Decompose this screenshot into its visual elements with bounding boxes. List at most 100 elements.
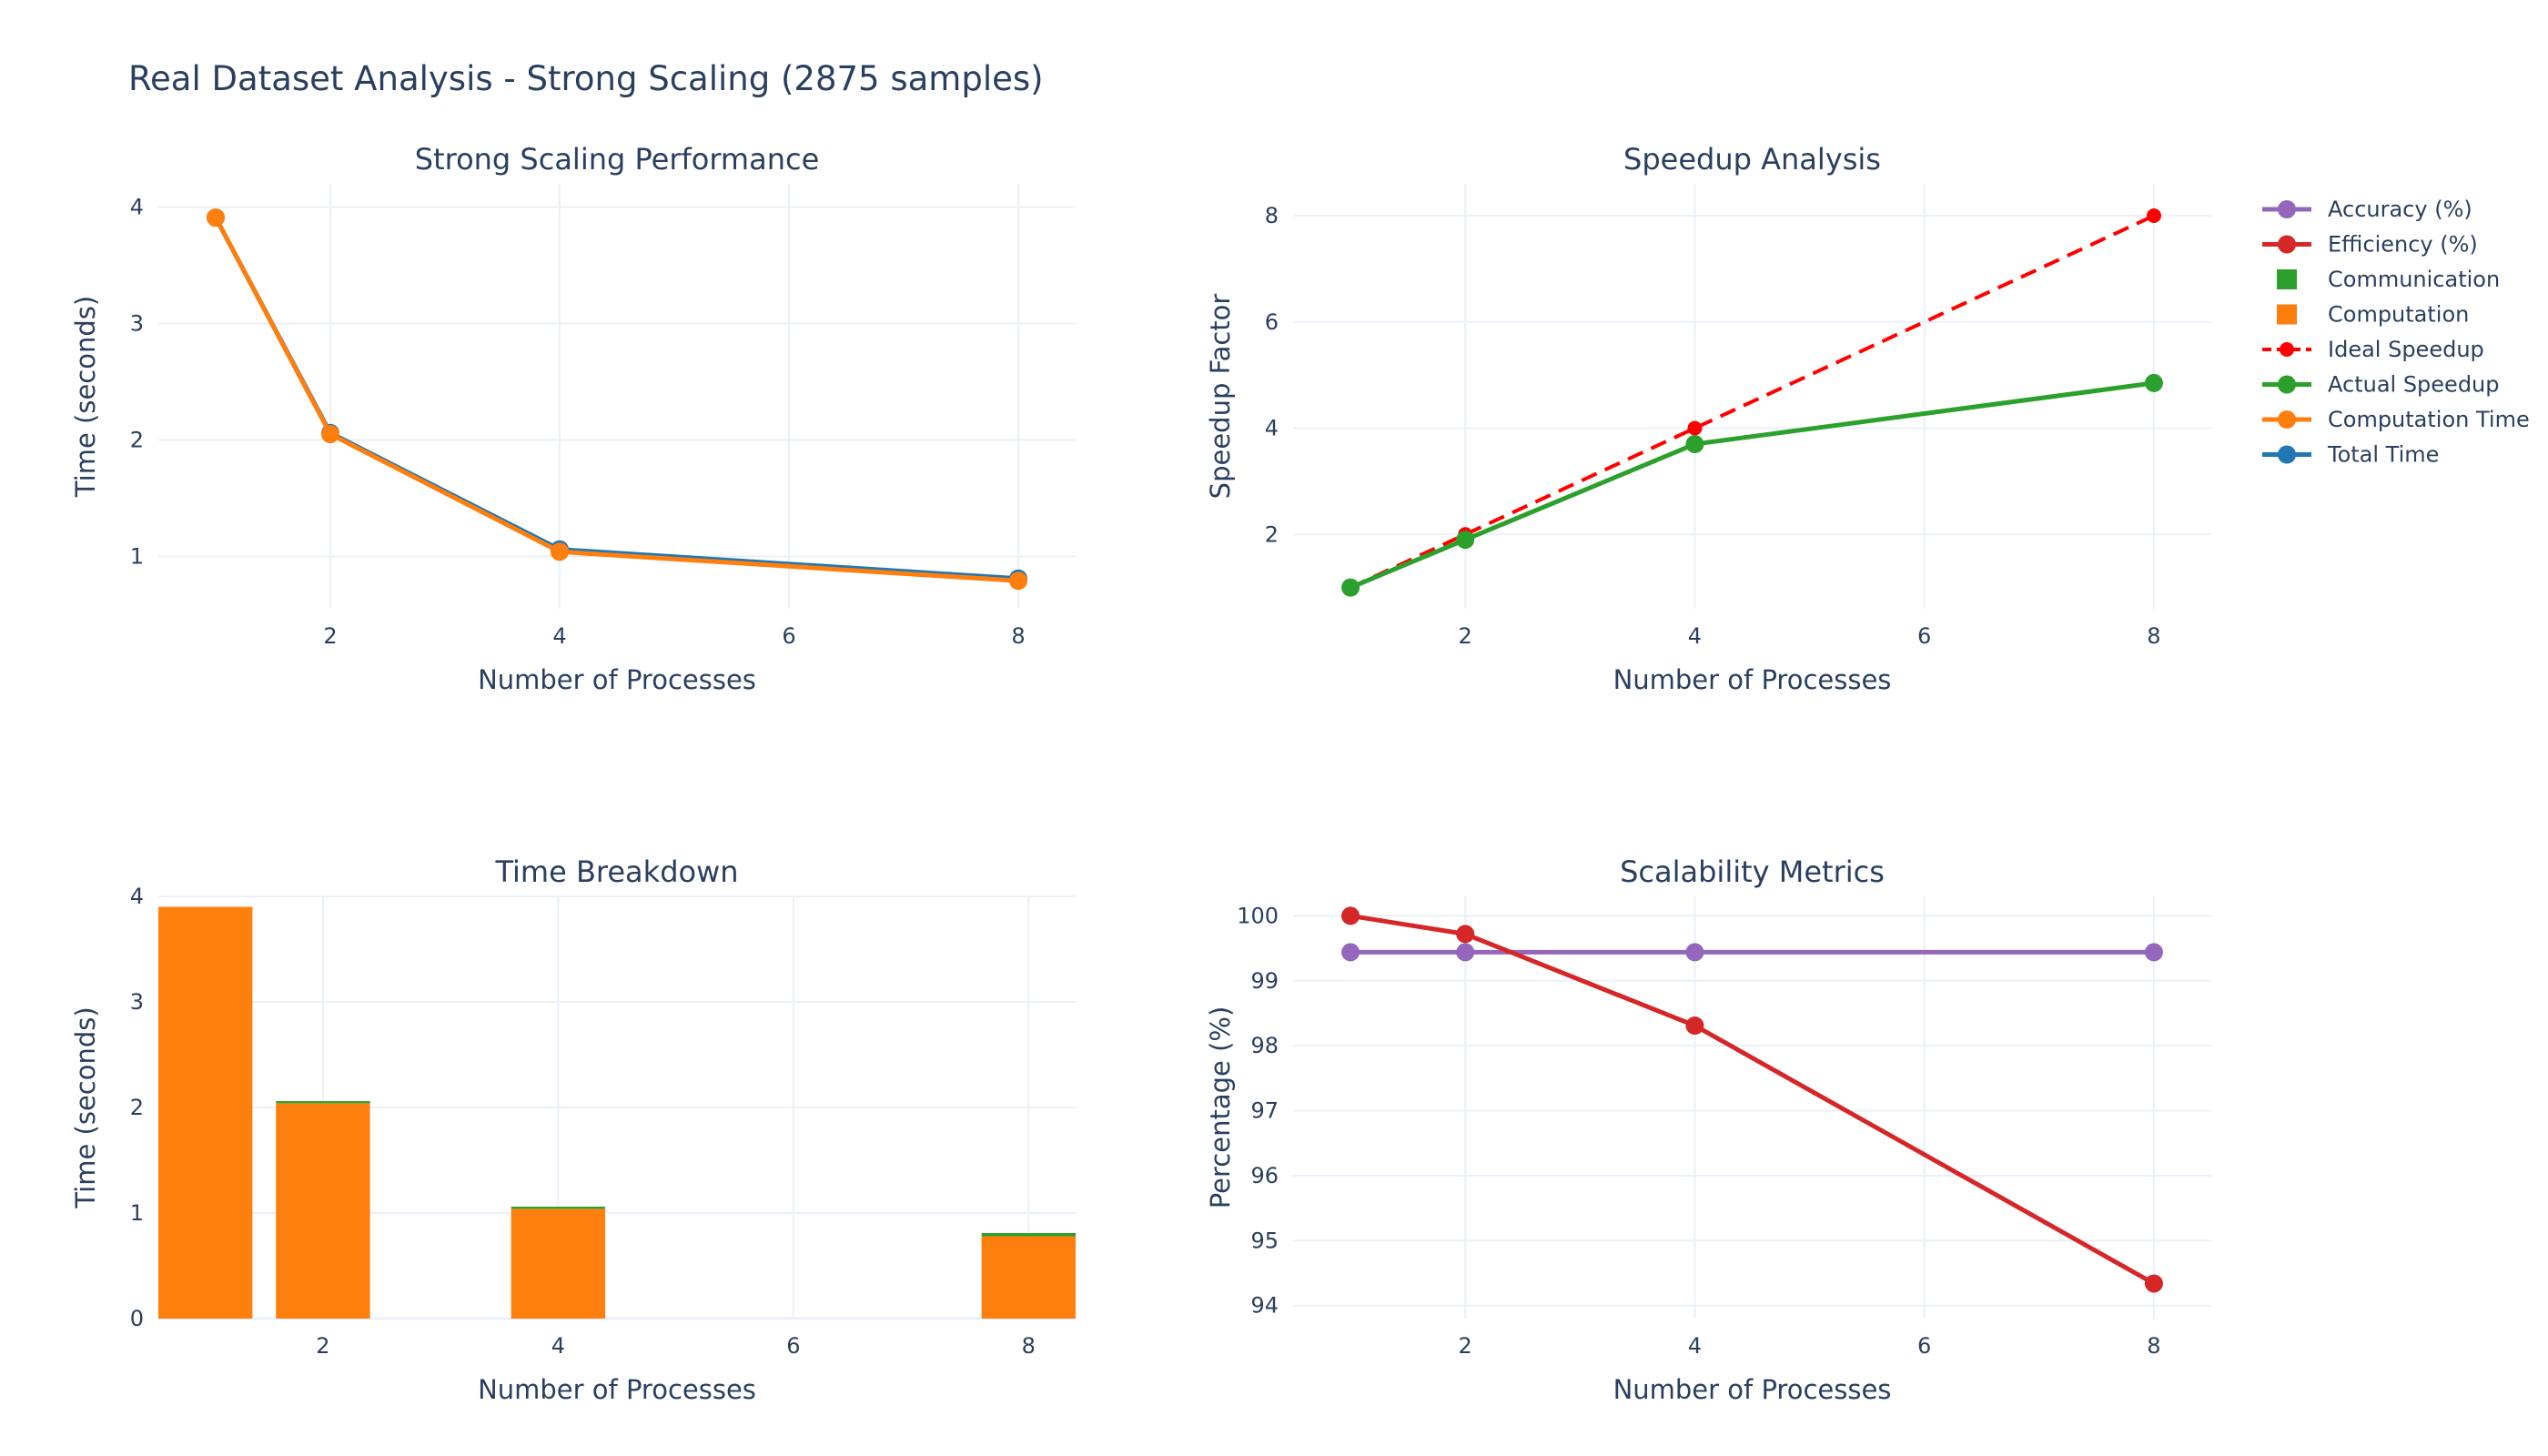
point-efficiency[interactable] [1456, 925, 1475, 944]
line-total-time [213, 216, 1019, 581]
series-communication [276, 1101, 1076, 1237]
bar-communication[interactable] [981, 1233, 1076, 1237]
x-tick-label: 4 [1688, 1333, 1702, 1359]
line-efficiency [1350, 913, 2156, 1286]
point-accuracy[interactable] [1685, 943, 1704, 962]
legend-item-actual-speedup[interactable]: Actual Speedup [2262, 372, 2500, 398]
scalability-grid [1293, 896, 2211, 1319]
point-efficiency[interactable] [1685, 1016, 1704, 1036]
series-accuracy [1341, 943, 2163, 962]
point-computation-time[interactable] [321, 425, 339, 444]
y-tick-label: 1 [130, 543, 144, 569]
line-actual-speedup [1350, 380, 2155, 590]
legend-item-computation[interactable]: Computation [2277, 302, 2469, 328]
line-ideal-speedup [1350, 214, 2155, 590]
legend-item-computation-time[interactable]: Computation Time [2262, 407, 2530, 432]
y-tick-label: 4 [1265, 416, 1279, 441]
x-tick-label: 4 [1688, 623, 1702, 649]
line-computation-time [213, 216, 1019, 583]
point-actual-speedup[interactable] [2144, 373, 2163, 392]
y-tick-label: 97 [1250, 1098, 1279, 1124]
point-actual-speedup[interactable] [1341, 578, 1360, 597]
y-tick-label: 96 [1250, 1163, 1279, 1188]
point-ideal-speedup[interactable] [2146, 208, 2161, 224]
x-tick-label: 4 [551, 1333, 565, 1359]
y-axis-title: Speedup Factor [1205, 294, 1236, 500]
point-computation-time[interactable] [1009, 571, 1027, 591]
subplot-strong-scaling: 2 4 6 8 1 2 3 4 Strong Scaling Performance Number… [70, 142, 1076, 695]
legend-label: Ideal Speedup [2328, 337, 2484, 362]
series-actual-speedup [1341, 373, 2163, 597]
y-tick-label: 99 [1250, 968, 1279, 994]
legend[interactable]: Accuracy (%) Efficiency (%) Communication C… [2262, 197, 2530, 468]
strong-scaling-grid [158, 184, 1076, 609]
x-tick-label: 6 [1917, 1333, 1931, 1359]
legend-item-ideal-speedup[interactable]: Ideal Speedup [2262, 337, 2484, 362]
subplot-scalability: 2 4 6 8 94 95 96 97 98 99 100 Scalability Metrics Nu… [1205, 854, 2211, 1405]
y-tick-label: 3 [130, 311, 144, 337]
legend-marker [2278, 410, 2296, 429]
x-axis-title: Number of Processes [1613, 1374, 1892, 1405]
y-axis-title: Time (seconds) [70, 1006, 101, 1208]
x-tick-label: 2 [316, 1333, 329, 1359]
point-efficiency[interactable] [2144, 1274, 2163, 1293]
bar-computation[interactable] [981, 1236, 1076, 1319]
series-computation-time [207, 208, 1027, 591]
y-tick-label: 2 [130, 1095, 144, 1120]
point-accuracy[interactable] [2144, 943, 2163, 962]
bar-computation[interactable] [511, 1208, 606, 1319]
series-efficiency [1341, 906, 2163, 1293]
legend-item-communication[interactable]: Communication [2277, 267, 2500, 292]
subplot-title: Time Breakdown [494, 854, 738, 889]
y-tick-label: 2 [1265, 521, 1279, 547]
legend-marker [2278, 375, 2296, 394]
legend-label: Efficiency (%) [2328, 232, 2478, 258]
x-tick-label: 6 [1917, 623, 1931, 649]
x-axis-title: Number of Processes [478, 664, 756, 695]
y-tick-label: 0 [130, 1306, 144, 1331]
series-computation [158, 906, 1076, 1319]
legend-marker [2278, 200, 2296, 218]
legend-swatch [2277, 269, 2297, 289]
y-axis-title: Percentage (%) [1205, 1006, 1236, 1209]
y-tick-label: 6 [1265, 309, 1279, 335]
point-computation-time[interactable] [551, 542, 569, 561]
bar-computation[interactable] [158, 906, 253, 1319]
y-tick-label: 3 [130, 989, 144, 1015]
point-accuracy[interactable] [1341, 943, 1360, 962]
y-axis-title: Time (seconds) [70, 296, 101, 498]
y-tick-label: 98 [1250, 1033, 1279, 1058]
point-accuracy[interactable] [1456, 943, 1475, 962]
legend-marker [2278, 445, 2296, 464]
x-tick-label: 2 [1459, 1333, 1472, 1359]
y-tick-label: 100 [1237, 903, 1279, 928]
point-computation-time[interactable] [207, 208, 225, 228]
point-actual-speedup[interactable] [1456, 531, 1475, 550]
subplot-title: Strong Scaling Performance [415, 142, 820, 177]
point-efficiency[interactable] [1341, 906, 1360, 925]
bar-computation[interactable] [276, 1103, 370, 1319]
point-ideal-speedup[interactable] [1687, 420, 1703, 436]
x-axis-title: Number of Processes [478, 1374, 756, 1405]
legend-label: Computation [2328, 302, 2469, 328]
x-tick-label: 6 [786, 1333, 800, 1359]
legend-item-accuracy[interactable]: Accuracy (%) [2262, 197, 2472, 222]
bar-communication[interactable] [511, 1207, 606, 1209]
point-actual-speedup[interactable] [1685, 435, 1704, 454]
legend-label: Actual Speedup [2328, 372, 2500, 398]
subplots: 2 4 6 8 1 2 3 4 Strong Scaling Performance Number… [70, 142, 2211, 1405]
legend-item-total-time[interactable]: Total Time [2262, 442, 2439, 468]
subplot-time-breakdown: 2 4 6 8 0 1 2 3 4 Time Breakdown Number of Process… [70, 854, 1076, 1405]
subplot-title: Scalability Metrics [1620, 854, 1885, 889]
legend-label: Accuracy (%) [2328, 197, 2472, 222]
legend-item-efficiency[interactable]: Efficiency (%) [2262, 232, 2478, 258]
legend-label: Total Time [2327, 442, 2439, 468]
bar-communication[interactable] [276, 1101, 370, 1104]
y-tick-label: 1 [130, 1200, 144, 1226]
speedup-grid [1293, 184, 2211, 609]
y-tick-label: 2 [130, 427, 144, 452]
x-tick-label: 8 [2147, 623, 2160, 649]
subplot-title: Speedup Analysis [1623, 142, 1881, 177]
legend-label: Communication [2328, 267, 2500, 292]
